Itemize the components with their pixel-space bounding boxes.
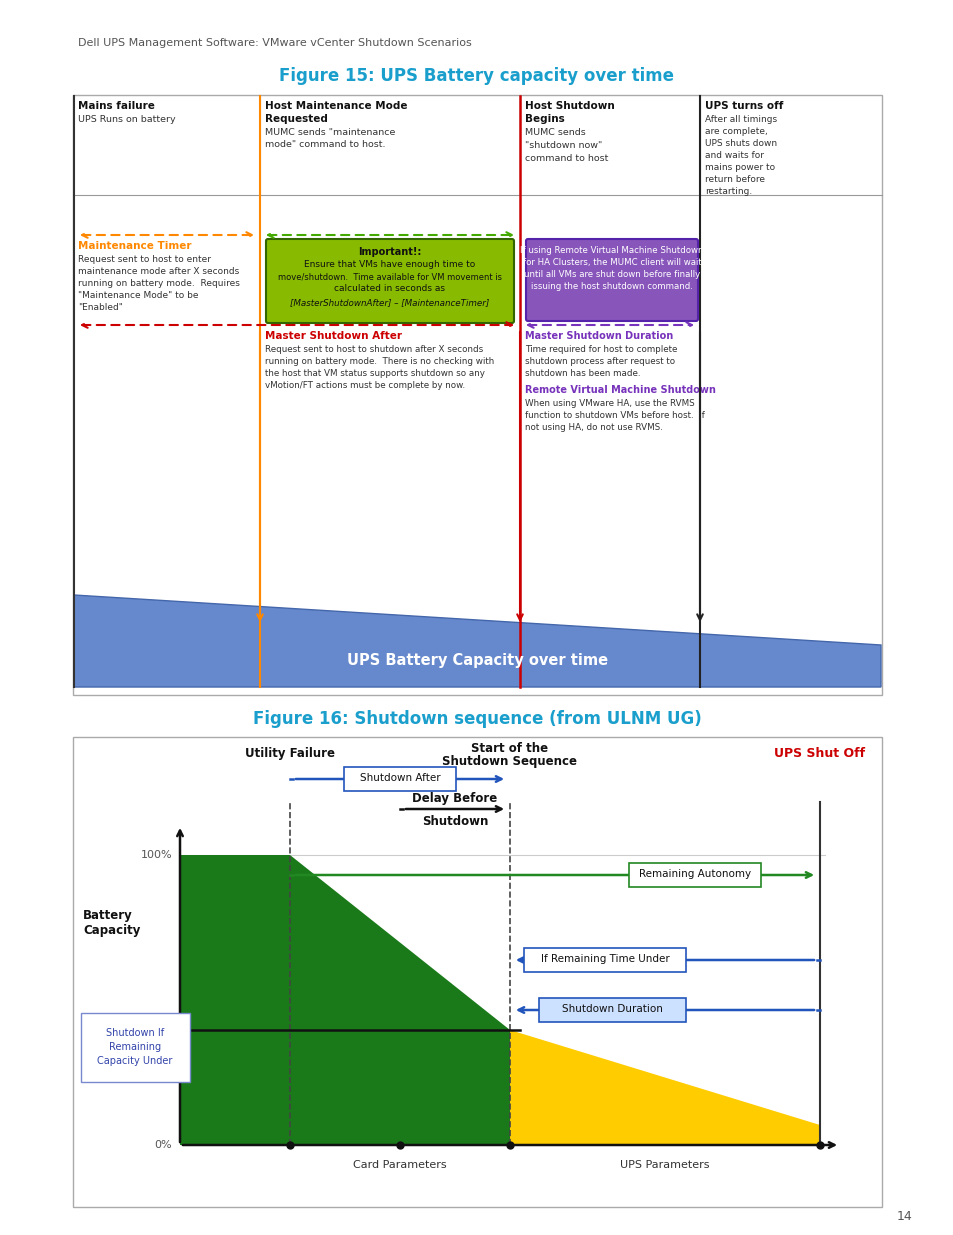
Text: Utility Failure: Utility Failure bbox=[245, 747, 335, 760]
Text: Dell UPS Management Software: VMware vCenter Shutdown Scenarios: Dell UPS Management Software: VMware vCe… bbox=[78, 38, 471, 48]
Text: Shutdown Sequence: Shutdown Sequence bbox=[442, 755, 577, 768]
Text: UPS Parameters: UPS Parameters bbox=[619, 1160, 709, 1170]
Text: Remaining Autonomy: Remaining Autonomy bbox=[639, 869, 750, 879]
Text: Master Shutdown Duration: Master Shutdown Duration bbox=[524, 331, 673, 341]
Text: After all timings: After all timings bbox=[704, 115, 777, 124]
Text: Request sent to host to shutdown after X seconds: Request sent to host to shutdown after X… bbox=[265, 345, 483, 354]
Text: mains power to: mains power to bbox=[704, 163, 774, 172]
Text: MUMC sends: MUMC sends bbox=[524, 128, 585, 137]
Text: Figure 16: Shutdown sequence (from ULNM UG): Figure 16: Shutdown sequence (from ULNM … bbox=[253, 710, 700, 727]
Text: Host Maintenance Mode: Host Maintenance Mode bbox=[265, 101, 407, 111]
FancyBboxPatch shape bbox=[81, 1013, 190, 1082]
Text: When using VMware HA, use the RVMS: When using VMware HA, use the RVMS bbox=[524, 399, 694, 408]
Text: UPS turns off: UPS turns off bbox=[704, 101, 782, 111]
Bar bbox=[73, 95, 882, 695]
Text: Remote Virtual Machine Shutdown: Remote Virtual Machine Shutdown bbox=[524, 385, 715, 395]
Text: vMotion/FT actions must be complete by now.: vMotion/FT actions must be complete by n… bbox=[265, 382, 465, 390]
Bar bbox=[73, 737, 882, 1207]
FancyBboxPatch shape bbox=[344, 767, 456, 790]
FancyBboxPatch shape bbox=[523, 948, 685, 972]
Text: Capacity Under: Capacity Under bbox=[97, 1056, 172, 1066]
Text: "Maintenance Mode" to be: "Maintenance Mode" to be bbox=[78, 291, 198, 300]
Text: running on battery mode.  There is no checking with: running on battery mode. There is no che… bbox=[265, 357, 494, 366]
Text: UPS Shut Off: UPS Shut Off bbox=[774, 747, 864, 760]
Text: for HA Clusters, the MUMC client will wait: for HA Clusters, the MUMC client will wa… bbox=[522, 258, 700, 267]
Text: UPS Runs on battery: UPS Runs on battery bbox=[78, 115, 175, 124]
Text: shutdown process after request to: shutdown process after request to bbox=[524, 357, 675, 366]
Text: Important!:: Important!: bbox=[358, 247, 421, 257]
FancyBboxPatch shape bbox=[266, 240, 514, 324]
Text: maintenance mode after X seconds: maintenance mode after X seconds bbox=[78, 267, 239, 275]
Text: Remaining: Remaining bbox=[109, 1042, 161, 1052]
Text: 0%: 0% bbox=[154, 1140, 172, 1150]
Text: shutdown has been made.: shutdown has been made. bbox=[524, 369, 639, 378]
Text: Card Parameters: Card Parameters bbox=[353, 1160, 446, 1170]
Text: Mains failure: Mains failure bbox=[78, 101, 154, 111]
Text: Begins: Begins bbox=[524, 114, 564, 124]
Text: "shutdown now": "shutdown now" bbox=[524, 141, 601, 149]
FancyBboxPatch shape bbox=[628, 863, 760, 887]
Text: move/shutdown.  Time available for VM movement is: move/shutdown. Time available for VM mov… bbox=[277, 272, 501, 282]
Text: If Remaining Time Under: If Remaining Time Under bbox=[540, 953, 669, 965]
Text: Master Shutdown After: Master Shutdown After bbox=[265, 331, 401, 341]
Text: Shutdown After: Shutdown After bbox=[359, 773, 440, 783]
Text: Start of the: Start of the bbox=[471, 742, 548, 755]
Text: 14: 14 bbox=[896, 1210, 912, 1223]
Text: Request sent to host to enter: Request sent to host to enter bbox=[78, 254, 211, 264]
Text: Maintenance Timer: Maintenance Timer bbox=[78, 241, 192, 251]
FancyBboxPatch shape bbox=[525, 240, 698, 321]
Text: issuing the host shutdown command.: issuing the host shutdown command. bbox=[531, 282, 692, 291]
Text: Figure 15: UPS Battery capacity over time: Figure 15: UPS Battery capacity over tim… bbox=[279, 67, 674, 85]
Text: not using HA, do not use RVMS.: not using HA, do not use RVMS. bbox=[524, 424, 662, 432]
Text: until all VMs are shut down before finally: until all VMs are shut down before final… bbox=[523, 270, 700, 279]
Text: restarting.: restarting. bbox=[704, 186, 752, 196]
Text: Host Shutdown: Host Shutdown bbox=[524, 101, 614, 111]
Text: MUMC sends "maintenance: MUMC sends "maintenance bbox=[265, 128, 395, 137]
Text: Shutdown If: Shutdown If bbox=[106, 1028, 164, 1037]
Text: function to shutdown VMs before host.  If: function to shutdown VMs before host. If bbox=[524, 411, 704, 420]
Text: command to host: command to host bbox=[524, 154, 608, 163]
Text: "Enabled": "Enabled" bbox=[78, 303, 123, 312]
Text: running on battery mode.  Requires: running on battery mode. Requires bbox=[78, 279, 239, 288]
Text: [MasterShutdownAfter] – [MaintenanceTimer]: [MasterShutdownAfter] – [MaintenanceTime… bbox=[290, 298, 489, 308]
Text: Time required for host to complete: Time required for host to complete bbox=[524, 345, 677, 354]
Text: Delay Before: Delay Before bbox=[412, 792, 497, 805]
Text: are complete,: are complete, bbox=[704, 127, 767, 136]
Text: Shutdown: Shutdown bbox=[421, 815, 488, 827]
Text: Requested: Requested bbox=[265, 114, 328, 124]
Polygon shape bbox=[74, 595, 880, 687]
Text: 100%: 100% bbox=[140, 850, 172, 860]
Text: Ensure that VMs have enough time to: Ensure that VMs have enough time to bbox=[304, 261, 476, 269]
Polygon shape bbox=[510, 1030, 820, 1145]
Text: calculated in seconds as: calculated in seconds as bbox=[335, 284, 445, 293]
Text: return before: return before bbox=[704, 175, 764, 184]
Text: Shutdown Duration: Shutdown Duration bbox=[561, 1004, 661, 1014]
Text: Battery
Capacity: Battery Capacity bbox=[83, 909, 140, 937]
Polygon shape bbox=[180, 855, 510, 1145]
Text: UPS shuts down: UPS shuts down bbox=[704, 140, 777, 148]
Text: UPS Battery Capacity over time: UPS Battery Capacity over time bbox=[347, 652, 607, 667]
Text: and waits for: and waits for bbox=[704, 151, 763, 161]
Text: the host that VM status supports shutdown so any: the host that VM status supports shutdow… bbox=[265, 369, 484, 378]
Text: If using Remote Virtual Machine Shutdown: If using Remote Virtual Machine Shutdown bbox=[519, 246, 703, 254]
FancyBboxPatch shape bbox=[538, 998, 685, 1023]
Text: mode" command to host.: mode" command to host. bbox=[265, 140, 385, 149]
